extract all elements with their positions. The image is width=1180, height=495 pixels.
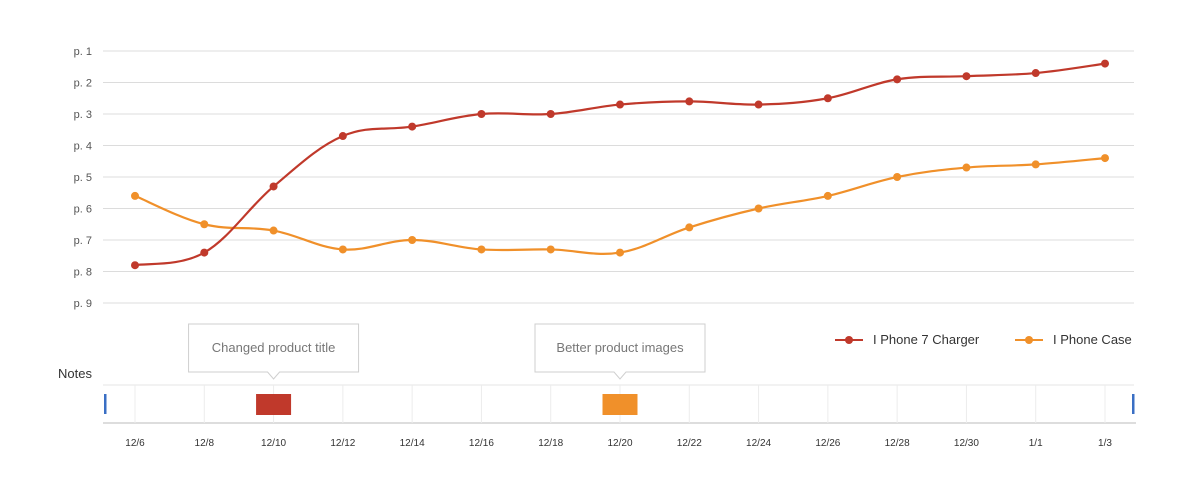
legend-marker	[1025, 336, 1033, 344]
data-point	[477, 245, 486, 254]
data-point	[338, 245, 347, 254]
legend-marker	[845, 336, 853, 344]
data-point	[893, 75, 902, 84]
data-point	[546, 245, 555, 254]
y-tick-label: p. 7	[74, 235, 92, 247]
note-callout	[534, 323, 706, 380]
y-tick-label: p. 2	[74, 78, 92, 90]
data-point	[962, 163, 971, 172]
x-tick-label: 12/16	[469, 438, 494, 449]
data-point	[408, 122, 417, 131]
x-tick-label: 12/22	[677, 438, 702, 449]
data-point	[1031, 69, 1040, 78]
data-point	[823, 94, 832, 103]
y-tick-label: p. 4	[74, 141, 92, 153]
x-tick-label: 12/14	[400, 438, 425, 449]
data-point	[893, 173, 902, 181]
data-point	[754, 204, 763, 213]
data-point	[754, 100, 763, 109]
y-axis-ticks: p. 1 p. 2 p. 3 p. 4 p. 5 p. 6 p. 7 p. 8 p. 9	[74, 46, 92, 310]
x-tick-label: 12/26	[815, 438, 840, 449]
note-callout	[188, 323, 360, 380]
data-point	[616, 248, 624, 257]
data-point	[685, 223, 694, 232]
x-tick-label: 12/10	[261, 438, 286, 449]
y-tick-label: p. 6	[74, 204, 92, 216]
y-tick-label: p. 3	[74, 109, 92, 121]
y-tick-label: p. 1	[74, 46, 92, 58]
x-tick-label: 12/6	[125, 438, 145, 449]
range-handle-left	[104, 394, 107, 414]
data-point	[408, 236, 417, 244]
note-marker	[602, 394, 638, 415]
x-axis-ticks: 12/6 12/8 12/10 12/12 12/14 12/16 12/18 12/20 12…	[125, 438, 1112, 449]
data-point	[685, 97, 694, 106]
note-callout-text: Changed product title	[212, 340, 336, 355]
y-tick-label: p. 5	[74, 172, 92, 184]
grid-lines	[103, 50, 1134, 304]
x-tick-label: 12/12	[330, 438, 355, 449]
x-tick-label: 1/1	[1029, 438, 1043, 449]
note-callout-text: Better product images	[556, 340, 684, 355]
data-point	[269, 226, 278, 235]
x-tick-label: 12/20	[607, 438, 632, 449]
note-marker	[256, 394, 292, 415]
x-tick-label: 12/30	[954, 438, 979, 449]
data-point	[477, 110, 486, 118]
data-point	[1101, 154, 1109, 163]
data-point	[131, 261, 139, 270]
data-point	[131, 191, 139, 200]
data-point	[200, 220, 209, 229]
x-tick-label: 12/8	[195, 438, 215, 449]
data-point	[200, 248, 209, 257]
x-tick-label: 12/18	[538, 438, 563, 449]
data-point	[823, 191, 832, 200]
y-tick-label: p. 8	[74, 267, 92, 279]
data-point	[546, 110, 555, 118]
notes-timeline: Notes Changed product title Better product…	[58, 323, 1136, 424]
legend: I Phone 7 Charger I Phone Case	[835, 332, 1132, 347]
x-tick-label: 12/24	[746, 438, 771, 449]
x-tick-label: 12/28	[885, 438, 910, 449]
y-tick-label: p. 9	[74, 298, 92, 310]
legend-label: I Phone Case	[1053, 332, 1132, 347]
data-point	[962, 72, 971, 81]
series-lines	[134, 62, 1106, 267]
data-point	[616, 100, 624, 109]
data-point	[269, 182, 278, 191]
series-points	[131, 59, 1109, 270]
range-handle-right	[1132, 394, 1135, 414]
x-tick-label: 1/3	[1098, 438, 1112, 449]
notes-label: Notes	[58, 366, 92, 381]
series-line	[134, 62, 1106, 267]
data-point	[1101, 59, 1109, 68]
data-point	[338, 132, 347, 141]
legend-label: I Phone 7 Charger	[873, 332, 980, 347]
data-point	[1031, 160, 1040, 169]
